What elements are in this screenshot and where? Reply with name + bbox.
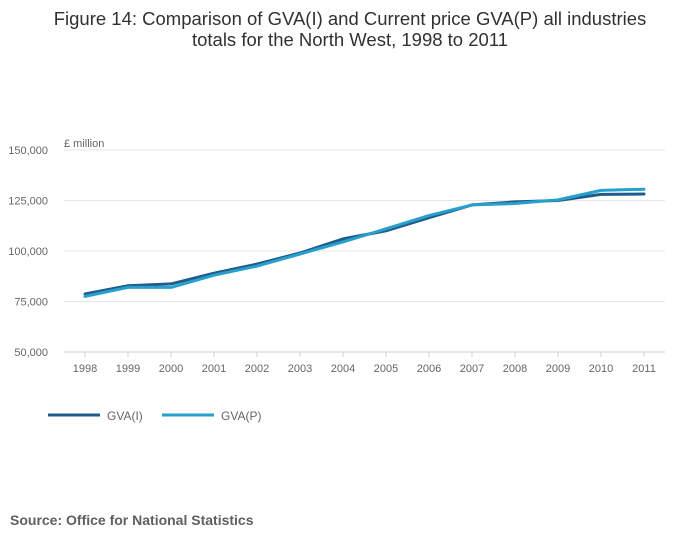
chart-title: Figure 14: Comparison of GVA(I) and Curr… — [0, 8, 700, 50]
x-tick-label: 2009 — [546, 363, 570, 375]
y-tick-label: 75,000 — [14, 297, 48, 309]
source-note: Source: Office for National Statistics — [10, 512, 254, 528]
legend-label: GVA(I) — [107, 409, 143, 423]
x-tick-label: 2011 — [632, 363, 656, 375]
legend-label: GVA(P) — [221, 409, 261, 423]
x-tick-label: 2000 — [159, 363, 183, 375]
x-tick-label: 1998 — [73, 363, 97, 375]
series-lines — [83, 187, 646, 298]
x-tick-label: 2003 — [288, 363, 312, 375]
grid-lines — [64, 149, 665, 302]
x-tick-label: 2007 — [460, 363, 484, 375]
chart-title-line-1: Figure 14: Comparison of GVA(I) and Curr… — [53, 8, 647, 29]
y-tick-label: 150,000 — [8, 145, 48, 157]
x-tick-label: 2006 — [417, 363, 441, 375]
y-tick-label: 50,000 — [14, 347, 48, 359]
series-line-gva-i — [83, 192, 646, 296]
legend: GVA(I) GVA(P) — [48, 409, 261, 423]
x-tick-label: 2010 — [589, 363, 613, 375]
x-tick-label: 2008 — [503, 363, 527, 375]
y-axis-label: £ million — [64, 138, 104, 150]
y-tick-label: 125,000 — [8, 196, 48, 208]
x-tick-label: 2005 — [374, 363, 398, 375]
x-tick-label: 2004 — [331, 363, 355, 375]
x-tick-label: 1999 — [116, 363, 140, 375]
x-tick-label: 2002 — [245, 363, 269, 375]
chart-title-line-2: totals for the North West, 1998 to 2011 — [191, 29, 509, 50]
y-tick-label: 100,000 — [8, 246, 48, 258]
series-line-gva-p — [83, 187, 646, 298]
x-tick-label: 2001 — [202, 363, 226, 375]
axes: 50,000 75,000 100,000 125,000 150,000 £ milli… — [8, 138, 665, 375]
